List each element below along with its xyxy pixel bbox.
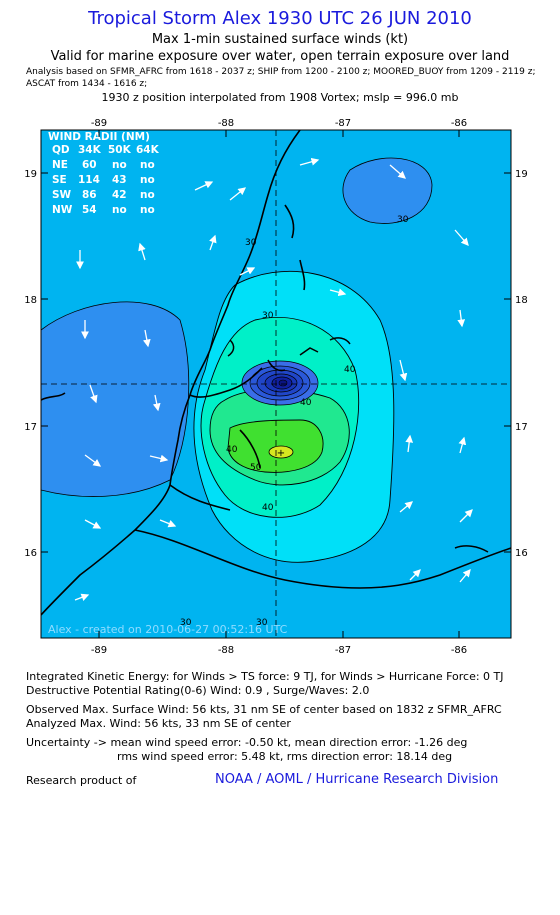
wind-low-region-west xyxy=(41,301,190,497)
contour-labels: 30 40 50 40 40 30 40 30 30 30 xyxy=(180,215,409,628)
lat-label: 17 xyxy=(515,422,528,433)
contour-label: 40 xyxy=(262,503,274,513)
contour-label: 40 xyxy=(344,365,356,375)
lat-label: 18 xyxy=(24,295,37,306)
contour-label: 30 xyxy=(262,311,274,321)
wind-low-region-northeast xyxy=(342,157,433,224)
wind-radii-quadrant: SW xyxy=(52,189,72,201)
wind-radii-header-64k: 64K xyxy=(136,144,160,156)
subtitle-wind: Max 1-min sustained surface winds (kt) xyxy=(151,32,409,47)
wind-radii-64k: no xyxy=(140,189,155,201)
longitude-labels-bottom: -89 -88 -87 -86 xyxy=(91,645,467,656)
lon-label: -86 xyxy=(451,118,467,129)
observed-max-wind: Observed Max. Surface Wind: 56 kts, 31 n… xyxy=(26,703,502,716)
created-stamp: Alex - created on 2010-06-27 00:52:16 UT… xyxy=(48,623,288,636)
lat-label: 16 xyxy=(24,548,37,559)
lat-label: 19 xyxy=(24,169,37,180)
wind-radii-64k: no xyxy=(140,174,155,186)
contour-label: 50 xyxy=(250,463,262,473)
coastline xyxy=(41,130,511,616)
wind-radii-34k: 114 xyxy=(78,174,100,186)
uncertainty-mean: Uncertainty -> mean wind speed error: -0… xyxy=(26,736,468,749)
wind-map-panel: + xyxy=(0,108,560,663)
longitude-labels-top: -89 -88 -87 -86 xyxy=(91,118,467,129)
ike-text: Integrated Kinetic Energy: for Winds > T… xyxy=(26,670,504,683)
storm-core xyxy=(241,360,319,406)
contour-label: 30 xyxy=(245,238,257,248)
wind-radii-quadrant: SE xyxy=(52,174,67,186)
research-product-label: Research product of xyxy=(26,774,137,787)
latitude-labels-right: 19 18 17 16 xyxy=(515,169,528,559)
wind-map: + xyxy=(24,118,528,656)
center-crosshair xyxy=(41,130,511,638)
wind-radii-50k: no xyxy=(112,159,127,171)
position-note: 1930 z position interpolated from 1908 V… xyxy=(101,91,459,104)
islands xyxy=(227,337,489,553)
map-frame xyxy=(40,129,512,639)
lon-label: -87 xyxy=(335,645,351,656)
subtitle-exposure: Valid for marine exposure over water, op… xyxy=(50,49,510,64)
lon-label: -87 xyxy=(335,118,351,129)
wind-peak-area xyxy=(268,445,294,459)
wind-radii-50k: no xyxy=(112,204,127,216)
lon-label: -89 xyxy=(91,118,107,129)
wind-radii-header-34k: 34K xyxy=(78,144,102,156)
lat-label: 17 xyxy=(24,422,37,433)
dpr-text: Destructive Potential Rating(0-6) Wind: … xyxy=(26,684,370,697)
wind-radii-64k: no xyxy=(140,159,155,171)
analysis-sources-line1: Analysis based on SFMR_AFRC from 1618 - … xyxy=(26,67,536,77)
noaa-aoml-hrd-credit: NOAA / AOML / Hurricane Research Divisio… xyxy=(215,772,499,787)
wind-field: + xyxy=(41,130,511,638)
lat-label: 18 xyxy=(515,295,528,306)
lon-label: -88 xyxy=(218,645,234,656)
lon-label: -86 xyxy=(451,645,467,656)
wind-radii-64k: no xyxy=(140,204,155,216)
contour-50kt xyxy=(227,419,324,473)
lat-label: 19 xyxy=(515,169,528,180)
wind-radii-50k: 43 xyxy=(112,174,127,186)
contour-label: 30 xyxy=(256,618,268,628)
lat-label: 16 xyxy=(515,548,528,559)
wind-radii-50k: 42 xyxy=(112,189,127,201)
analyzed-max-wind: Analyzed Max. Wind: 56 kts, 33 nm SE of … xyxy=(26,717,291,730)
wind-radii-34k: 60 xyxy=(82,159,97,171)
contour-label: 30 xyxy=(180,618,192,628)
lon-label: -89 xyxy=(91,645,107,656)
wind-radii-quadrant: NW xyxy=(52,204,73,216)
latitude-labels-left: 19 18 17 16 xyxy=(24,169,37,559)
wind-radii-quadrant: NE xyxy=(52,159,68,171)
analysis-sources-line2: ASCAT from 1434 - 1616 z; xyxy=(26,79,148,89)
map-title: Tropical Storm Alex 1930 UTC 26 JUN 2010 xyxy=(88,8,472,29)
contour-label: 30 xyxy=(397,215,409,225)
wind-vectors xyxy=(74,157,473,601)
peak-marker: + xyxy=(277,448,285,459)
wind-radii-34k: 54 xyxy=(82,204,97,216)
lon-label: -88 xyxy=(218,118,234,129)
wind-radii-header-50k: 50K xyxy=(108,144,132,156)
contour-label: 40 xyxy=(300,398,312,408)
uncertainty-rms: rms wind speed error: 5.48 kt, rms direc… xyxy=(117,750,453,763)
wind-radii-table: WIND RADII (NM) QD 34K 50K 64K NE 60 no … xyxy=(48,131,160,216)
wind-radii-34k: 86 xyxy=(82,189,97,201)
wind-radii-header-qd: QD xyxy=(52,144,70,156)
contour-label: 40 xyxy=(226,445,238,455)
tick-marks xyxy=(41,130,511,638)
